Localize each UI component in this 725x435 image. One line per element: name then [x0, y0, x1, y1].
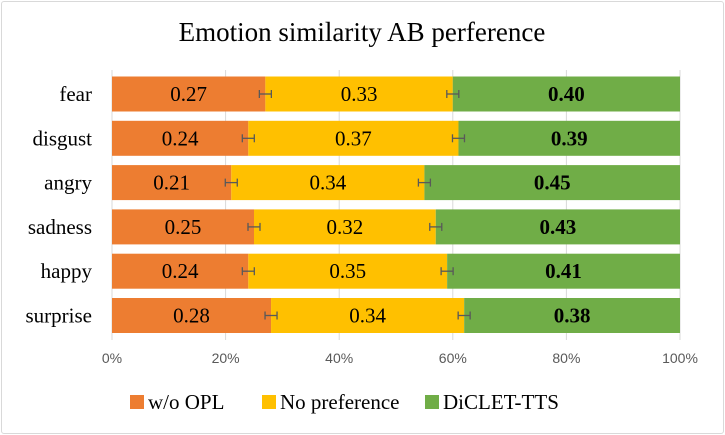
category-label: disgust: [32, 126, 92, 150]
data-label: 0.45: [534, 171, 571, 195]
bar-segment: [231, 165, 425, 201]
data-label: 0.27: [170, 82, 207, 106]
data-label: 0.40: [548, 82, 585, 106]
x-tick-label: 0%: [102, 350, 122, 366]
category-label: surprise: [26, 304, 93, 328]
data-label: 0.33: [341, 82, 378, 106]
data-label: 0.35: [329, 259, 366, 283]
data-label: 0.24: [162, 126, 199, 150]
x-tick-label: 80%: [552, 350, 580, 366]
bar-segment: [112, 76, 266, 112]
data-label: 0.37: [335, 126, 372, 150]
data-label: 0.28: [173, 304, 210, 328]
bar-segment: [452, 76, 680, 112]
bar-segment: [435, 209, 680, 245]
bar-segment: [112, 253, 249, 289]
x-tick-label: 100%: [662, 350, 698, 366]
x-tick-label: 40%: [325, 350, 353, 366]
data-label: 0.43: [540, 215, 577, 239]
chart-title: Emotion similarity AB perference: [179, 17, 546, 47]
bar-segment: [447, 253, 680, 289]
x-tick-label: 20%: [212, 350, 240, 366]
legend-swatch: [262, 395, 276, 409]
bar-segment: [254, 209, 436, 245]
bar-segment: [112, 209, 254, 245]
category-label: happy: [41, 259, 93, 283]
legend-label: w/o OPL: [148, 390, 224, 414]
data-label: 0.38: [554, 304, 591, 328]
data-label: 0.21: [153, 171, 190, 195]
data-label: 0.25: [165, 215, 202, 239]
legend-label: DiCLET-TTS: [443, 390, 559, 414]
data-label: 0.32: [327, 215, 364, 239]
bar-segment: [248, 120, 459, 156]
category-label: sadness: [28, 215, 92, 239]
bar-segment: [271, 298, 465, 333]
category-label: angry: [44, 171, 92, 195]
legend-swatch: [130, 395, 144, 409]
bar-segment: [458, 120, 680, 156]
legend-label: No preference: [280, 390, 400, 414]
bar-segment: [112, 120, 249, 156]
bar-segment: [112, 165, 232, 201]
bar-segment: [248, 253, 448, 289]
data-label: 0.39: [551, 126, 588, 150]
bar-segment: [464, 298, 680, 333]
legend-swatch: [425, 395, 439, 409]
data-label: 0.34: [309, 171, 346, 195]
bar-segment: [265, 76, 453, 112]
category-label: fear: [59, 82, 92, 106]
bar-segment: [112, 298, 272, 333]
bar-segment: [424, 165, 680, 201]
data-label: 0.34: [349, 304, 386, 328]
x-tick-label: 60%: [439, 350, 467, 366]
data-label: 0.41: [545, 259, 582, 283]
data-label: 0.24: [162, 259, 199, 283]
